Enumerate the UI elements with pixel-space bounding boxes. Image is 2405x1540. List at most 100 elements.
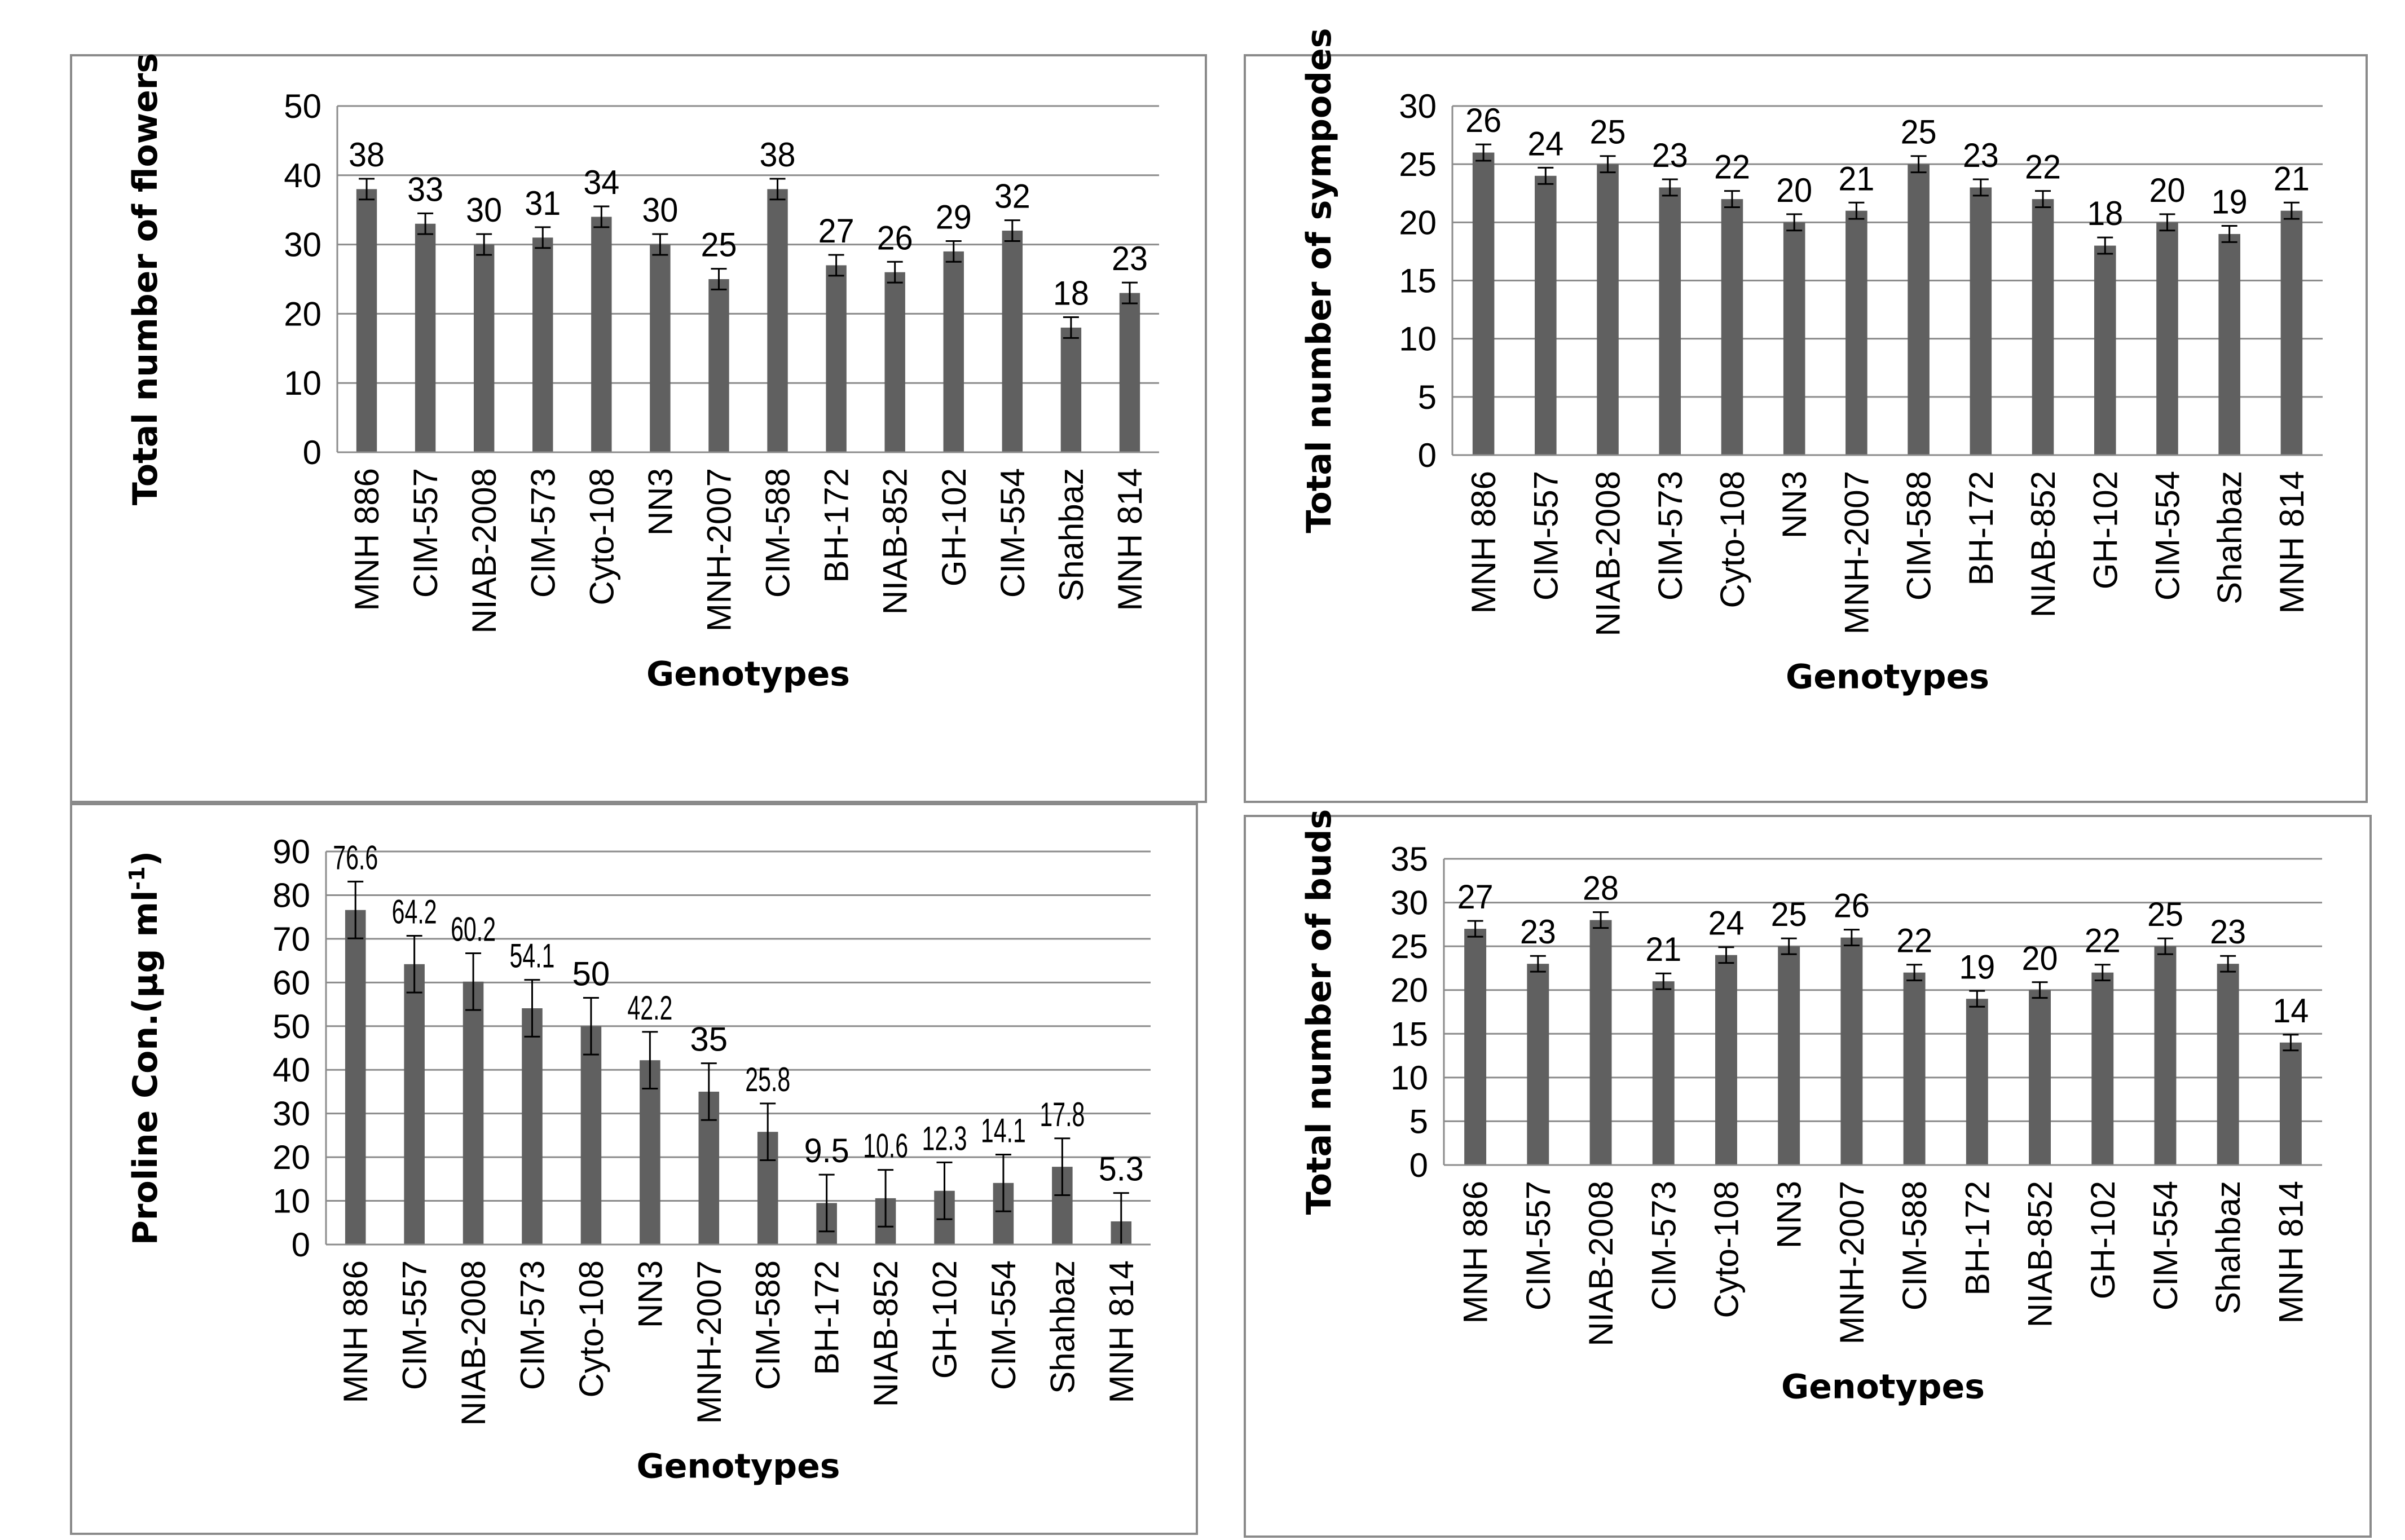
data-label: 60.2 [451,910,496,948]
bar-cim-573 [1659,187,1681,455]
x-axis-title: Genotypes [1786,658,1989,697]
y-tick-label: 25 [1399,145,1437,183]
x-tick-label: MNH 814 [2272,1181,2310,1323]
y-tick-label: 40 [284,157,321,195]
x-axis-title: Genotypes [646,655,850,694]
x-tick-label: MNH 886 [1465,471,1503,614]
data-label: 38 [349,136,385,174]
bar-nn3 [650,244,671,452]
data-label: 26 [877,219,913,257]
data-label: 32 [994,178,1030,215]
x-tick-label: CIM-588 [759,468,797,598]
y-tick-label: 0 [1418,436,1437,474]
bar-mnh-886 [345,910,366,1245]
data-label: 20 [2149,171,2185,209]
data-label: 25 [701,226,737,264]
bar-shahbaz [2217,964,2239,1165]
x-tick-label: NIAB-2008 [1589,471,1627,637]
bar-niab-2008 [462,981,484,1245]
bar-cim-588 [1908,164,1930,455]
data-label: 19 [1959,948,1995,986]
bar-mnh-814 [2279,1042,2302,1165]
x-tick-label: MNH 886 [1457,1181,1495,1323]
y-tick-label: 5 [1409,1102,1428,1140]
x-tick-label: GH-102 [2086,471,2124,589]
x-tick-label: MNH-2007 [1833,1181,1871,1344]
data-label: 30 [642,191,678,229]
data-label: 12.3 [922,1119,967,1157]
x-tick-label: NIAB-852 [867,1260,905,1407]
bar-mnh-886 [1472,152,1495,455]
x-tick-label: BH-172 [1962,471,2000,585]
x-tick-label: CIM-554 [985,1260,1023,1390]
bar-mnh-886 [356,189,377,452]
data-label: 76.6 [333,839,378,876]
y-tick-label: 35 [1390,840,1428,878]
bar-nn3 [640,1060,660,1245]
y-tick-label: 25 [1390,928,1428,965]
bar-niab-852 [2032,199,2054,455]
data-label: 21 [2274,160,2310,197]
y-axis-title: Total number of flowers [126,53,165,505]
data-label: 29 [936,198,972,236]
x-tick-label: NIAB-2008 [465,468,503,634]
y-tick-label: 15 [1399,262,1437,300]
bar-bh-172 [826,265,847,452]
chart-panel-flowers: 0 10 20 30 40 50 38 MNH 886 33 CIM-557 30 NIAB-2008… [70,53,1207,803]
x-tick-label: CIM-554 [2147,1181,2184,1310]
x-tick-label: CIM-573 [524,468,562,598]
x-tick-label: CIM-557 [407,468,444,598]
x-tick-label: NN3 [641,468,679,536]
data-label: 50 [572,955,610,992]
data-label: 25 [1771,895,1807,933]
data-label: 28 [1583,870,1619,907]
bar-shahbaz [2218,233,2240,455]
x-tick-label: Cyto-108 [572,1260,610,1397]
bar-cim-573 [532,237,553,452]
bar-mnh-2007 [1840,937,1863,1165]
data-label: 23 [2210,913,2246,951]
x-tick-label: Shahbaz [2211,471,2249,604]
y-tick-label: 10 [284,364,321,402]
x-tick-label: BH-172 [1958,1181,1996,1295]
y-axis-title: Total number of sympodes [1300,28,1339,533]
y-tick-label: 5 [1418,378,1437,416]
data-label: 22 [2085,922,2121,960]
data-label: 5.3 [1099,1150,1144,1188]
data-label: 30 [466,191,502,229]
chart-panel-sympodes: 0 5 10 15 20 25 30 26 MNH 886 24 CIM-557 25 NIAB-200… [1244,28,2368,803]
bar-nn3 [1783,222,1805,455]
x-tick-label: NIAB-852 [2021,1181,2059,1327]
data-label: 17.8 [1039,1096,1085,1133]
x-tick-label: NIAB-2008 [455,1260,492,1426]
bar-cim-557 [404,964,425,1245]
data-label: 21 [1645,930,1681,968]
y-tick-label: 20 [272,1139,310,1176]
bar-bh-172 [1970,187,1992,455]
bar-cim-557 [1527,964,1549,1165]
y-tick-label: 10 [1390,1059,1428,1097]
data-label: 18 [1053,275,1089,312]
data-label: 54.1 [510,937,555,975]
bar-niab-852 [884,272,905,452]
bar-nn3 [1778,946,1800,1165]
data-label: 27 [1457,878,1494,916]
x-tick-label: CIM-573 [514,1260,552,1390]
bar-cim-554 [2154,946,2177,1165]
bar-shahbaz [1060,327,1082,452]
y-tick-label: 0 [1409,1146,1428,1184]
x-tick-label: Cyto-108 [1714,471,1751,608]
data-label: 23 [1520,913,1556,951]
data-label: 64.2 [392,893,437,930]
bar-niab-852 [2029,990,2051,1165]
x-tick-label: GH-102 [926,1260,964,1379]
y-tick-label: 0 [303,434,321,471]
data-label: 23 [1112,240,1148,277]
data-label: 24 [1527,125,1563,162]
y-tick-label: 0 [292,1226,310,1264]
sympodes-chart: 0 5 10 15 20 25 30 26 MNH 886 24 CIM-557 25 NIAB-200… [1300,28,2323,697]
x-tick-label: CIM-588 [1896,1181,1933,1310]
bar-cyto-108 [1715,955,1737,1165]
x-tick-label: CIM-557 [1519,1181,1557,1310]
bar-mnh-814 [1119,293,1140,452]
